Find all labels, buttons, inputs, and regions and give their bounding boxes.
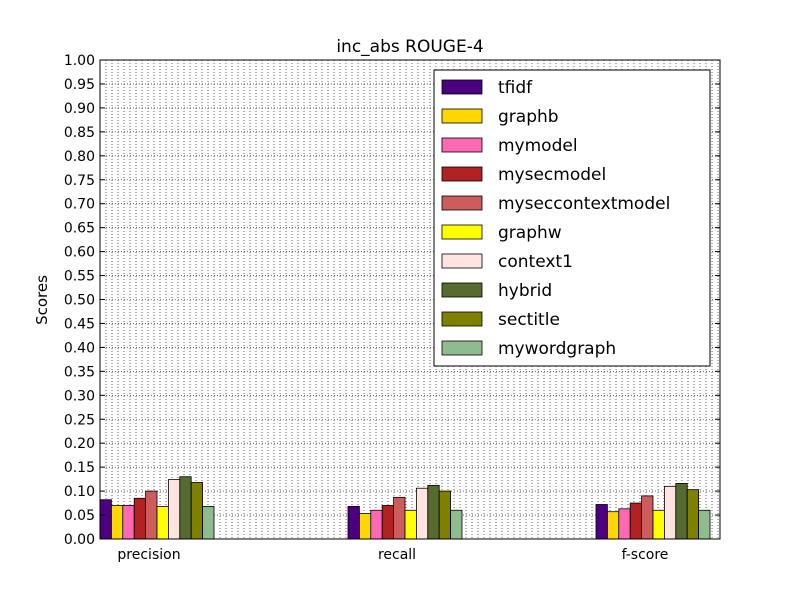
bar-myseccontextmodel-recall <box>393 496 406 540</box>
bar-mywordgraph-f-score <box>698 509 711 540</box>
grid <box>100 60 720 539</box>
legend-swatch <box>441 253 483 269</box>
legend-label: mywordgraph <box>498 339 616 359</box>
bar-myseccontextmodel-f-score <box>641 495 654 540</box>
bar-context1-recall <box>415 487 429 540</box>
bar-context1-precision <box>167 479 181 540</box>
y-tick-label: 0.55 <box>64 269 95 285</box>
legend-swatch <box>441 282 483 298</box>
y-tick-label: 0.05 <box>64 508 95 524</box>
legend-label: sectitle <box>498 310 560 330</box>
legend-label: context1 <box>498 252 573 272</box>
bar-myseccontextmodel-precision <box>145 490 158 540</box>
legend-swatch <box>441 195 483 211</box>
x-tick-label: f-score <box>622 547 669 563</box>
bar-sectitle-recall <box>438 490 452 540</box>
y-tick-label: 0.95 <box>64 77 95 93</box>
legend-swatch <box>441 224 483 240</box>
bar-tfidf-f-score <box>595 504 608 540</box>
legend-label: graphw <box>498 223 562 243</box>
bar-hybrid-recall <box>427 484 440 540</box>
bar-tfidf-precision <box>99 499 112 540</box>
bar-mysecmodel-precision <box>133 497 146 540</box>
x-tick-label: precision <box>117 547 180 563</box>
y-tick-label: 0.25 <box>64 412 95 428</box>
legend-swatch <box>441 166 483 182</box>
y-tick-label: 0.45 <box>64 316 95 332</box>
bar-graphw-precision <box>156 506 169 540</box>
legend-label: myseccontextmodel <box>498 194 670 214</box>
y-axis: 0.00 0.05 0.10 0.15 0.20 0.25 0.30 0.35 0.40 0.45… <box>64 53 720 548</box>
legend-label: tfidf <box>498 78 533 98</box>
bar-hybrid-precision <box>179 476 192 540</box>
y-tick-label: 0.40 <box>64 340 95 356</box>
y-tick-label: 0.10 <box>64 484 95 500</box>
y-tick-label: 0.50 <box>64 293 95 309</box>
legend-item-sectitle: sectitle <box>441 310 560 330</box>
legend-item-hybrid: hybrid <box>441 281 552 301</box>
bar-mywordgraph-recall <box>450 509 463 540</box>
bar-graphb-f-score <box>607 511 620 540</box>
bar-mysecmodel-f-score <box>629 502 643 540</box>
y-tick-label: 0.15 <box>64 460 95 476</box>
y-tick-label: 0.85 <box>64 125 95 141</box>
x-axis: precision recall f-score <box>117 547 668 563</box>
y-tick-label: 0.20 <box>64 436 95 452</box>
legend-item-context1: context1 <box>441 252 573 272</box>
y-tick-label: 0.75 <box>64 173 95 189</box>
legend-item-mysecmodel: mysecmodel <box>441 165 606 185</box>
y-tick-label: 0.30 <box>64 388 95 404</box>
legend-label: hybrid <box>498 281 552 301</box>
bar-mysecmodel-recall <box>381 505 395 540</box>
legend-swatch <box>441 311 483 327</box>
bar-hybrid-f-score <box>675 483 688 540</box>
y-tick-label: 0.90 <box>64 101 95 117</box>
bar-mymodel-precision <box>122 505 135 540</box>
bar-mywordgraph-precision <box>202 506 215 540</box>
y-tick-label: 0.60 <box>64 245 95 261</box>
chart-title: inc_abs ROUGE-4 <box>336 37 483 57</box>
y-tick-label: 0.35 <box>64 364 95 380</box>
bar-group-f-score <box>595 483 711 540</box>
legend-item-graphb: graphb <box>441 107 559 127</box>
bar-mymodel-f-score <box>618 508 631 540</box>
legend-swatch <box>441 340 483 356</box>
y-axis-label: Scores <box>33 275 51 325</box>
y-tick-label: 1.00 <box>64 53 95 69</box>
legend-label: mysecmodel <box>498 165 606 185</box>
legend-swatch <box>441 137 483 153</box>
bar-sectitle-precision <box>190 482 203 540</box>
bar-graphb-recall <box>358 513 372 540</box>
legend-item-mywordgraph: mywordgraph <box>441 339 616 359</box>
bar-mymodel-recall <box>370 509 383 540</box>
legend-label: graphb <box>498 107 559 127</box>
y-tick-label: 0.70 <box>64 197 95 213</box>
legend-item-myseccontextmodel: myseccontextmodel <box>441 194 670 214</box>
y-tick-label: 0.80 <box>64 149 95 165</box>
legend-item-graphw: graphw <box>441 223 562 243</box>
legend-item-tfidf: tfidf <box>441 78 533 98</box>
bar-context1-f-score <box>664 485 677 540</box>
legend-label: mymodel <box>498 136 578 156</box>
y-tick-label: 0.65 <box>64 221 95 237</box>
legend-item-mymodel: mymodel <box>441 136 578 156</box>
legend-swatch <box>441 108 483 124</box>
bar-graphw-recall <box>404 509 417 540</box>
bar-graphb-precision <box>111 505 124 540</box>
x-tick-label: recall <box>378 547 416 563</box>
legend-swatch <box>441 79 483 95</box>
legend: tfidf graphb mymodel mysecmodel myseccontext… <box>433 69 711 367</box>
bar-group-precision <box>99 476 215 540</box>
bar-tfidf-recall <box>347 506 360 540</box>
bar-graphw-f-score <box>652 509 665 540</box>
bar-sectitle-f-score <box>686 489 700 540</box>
y-tick-label: 0.00 <box>64 532 95 548</box>
